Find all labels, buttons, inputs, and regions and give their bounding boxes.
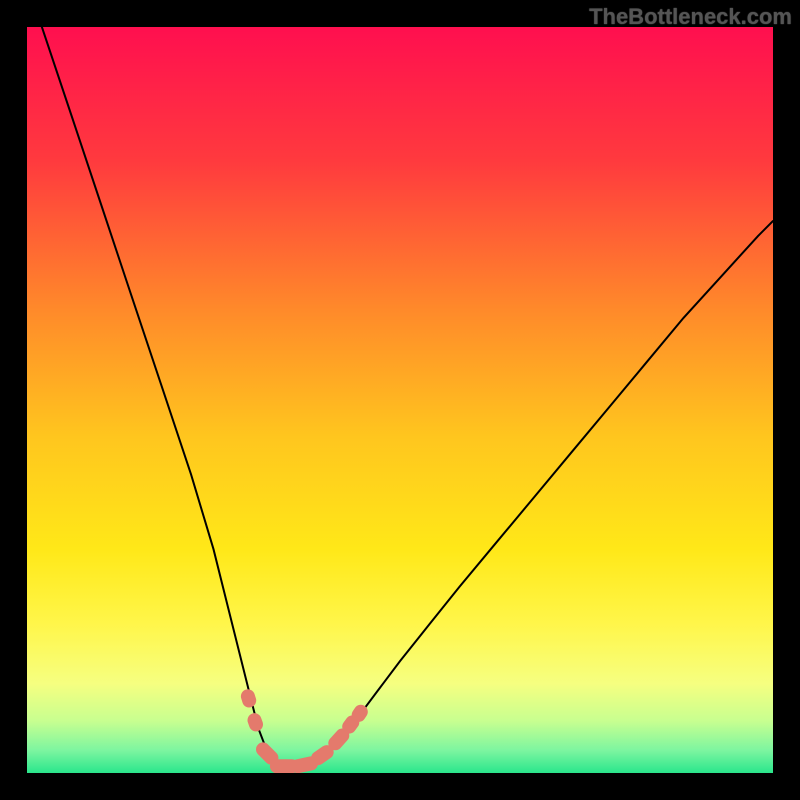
curve-marker bbox=[255, 720, 257, 724]
curve-marker bbox=[298, 763, 311, 766]
curve-marker bbox=[349, 722, 352, 726]
curve-marker bbox=[318, 752, 327, 758]
chart-svg bbox=[0, 0, 800, 800]
chart-container: TheBottleneck.com bbox=[0, 0, 800, 800]
curve-marker bbox=[263, 749, 271, 757]
curve-marker bbox=[335, 736, 342, 744]
curve-marker bbox=[248, 696, 249, 700]
curve-marker bbox=[359, 712, 361, 715]
